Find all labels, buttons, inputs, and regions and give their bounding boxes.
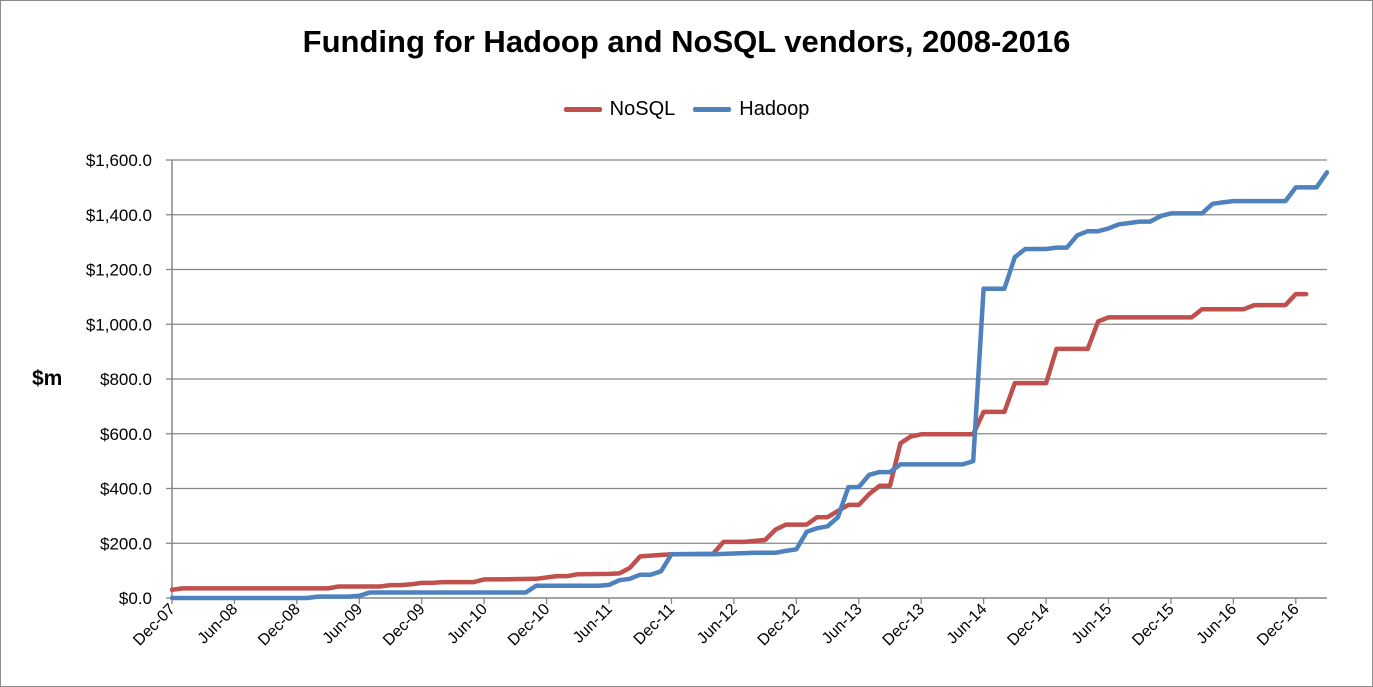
- y-tick-label: $400.0: [100, 480, 152, 499]
- chart-title: Funding for Hadoop and NoSQL vendors, 20…: [302, 24, 1071, 59]
- x-tick-label: Dec-16: [1254, 601, 1303, 650]
- x-tick-label: Jun-15: [1069, 601, 1116, 648]
- axes: [166, 159, 1327, 604]
- x-tick-label: Dec-10: [505, 601, 554, 650]
- legend-item-nosql: NoSQL: [563, 98, 676, 121]
- x-tick-label: Dec-15: [1129, 601, 1178, 650]
- series-line-nosql: [170, 291, 1309, 593]
- y-tick-label: $1,200.0: [86, 261, 152, 280]
- x-tick-label: Jun-16: [1194, 601, 1241, 648]
- legend-label-hadoop: Hadoop: [739, 98, 810, 120]
- y-tick-label: $0.0: [119, 589, 152, 608]
- legend-swatch-hadoop: [693, 107, 732, 112]
- y-tick-label: $600.0: [100, 425, 152, 444]
- legend-item-hadoop: Hadoop: [693, 98, 809, 121]
- x-tick-label: Dec-07: [130, 601, 179, 650]
- x-tick-label: Dec-08: [255, 601, 304, 650]
- x-tick-label: Jun-08: [195, 601, 242, 648]
- x-tick-labels: Dec-07 Jun-08 Dec-08 Jun-09 Dec-09 Jun-10 Dec-…: [130, 601, 1302, 650]
- x-tick-label: Dec-11: [631, 601, 679, 649]
- y-tick-label: $200.0: [100, 534, 152, 553]
- legend-swatch-nosql: [563, 107, 602, 112]
- y-tick-label: $1,400.0: [86, 206, 152, 225]
- x-tick-label: Dec-09: [380, 601, 429, 650]
- y-axis-title: $m: [32, 367, 63, 390]
- legend: NoSQL Hadoop: [0, 98, 1373, 121]
- x-tick-label: Dec-12: [755, 601, 804, 650]
- y-tick-labels: $0.0 $200.0 $400.0 $600.0 $800.0 $1,000.0 $1,2…: [86, 151, 152, 608]
- x-tick-label: Dec-14: [1004, 601, 1053, 650]
- y-tick-label: $1,000.0: [86, 315, 152, 334]
- x-tick-label: Jun-11: [570, 601, 616, 647]
- y-tick-label: $1,600.0: [86, 151, 152, 170]
- x-tick-label: Jun-14: [944, 601, 991, 648]
- y-tick-label: $800.0: [100, 370, 152, 389]
- series-lines: [170, 170, 1329, 601]
- x-tick-label: Jun-10: [444, 601, 491, 648]
- x-tick-label: Jun-12: [694, 601, 741, 648]
- series-line-hadoop: [170, 170, 1329, 601]
- legend-label-nosql: NoSQL: [609, 98, 676, 120]
- x-tick-label: Dec-13: [880, 601, 929, 650]
- x-tick-label: Jun-09: [320, 601, 367, 648]
- x-tick-label: Jun-13: [819, 601, 866, 648]
